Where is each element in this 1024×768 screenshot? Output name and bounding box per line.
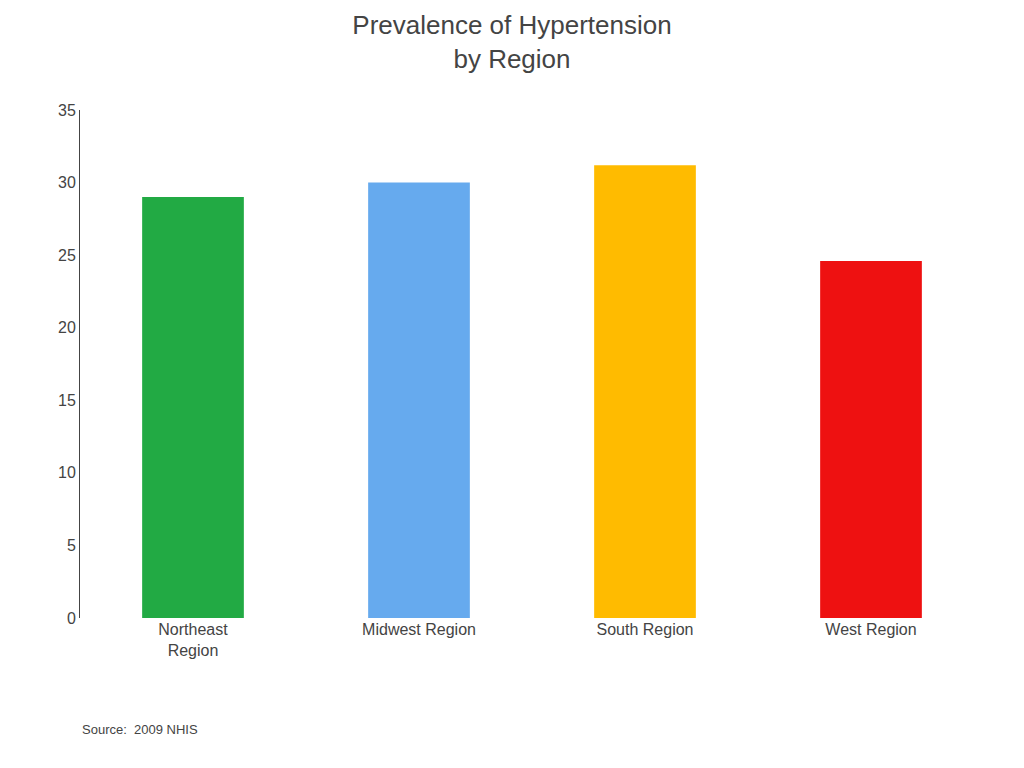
svg-text:30: 30 bbox=[58, 174, 76, 191]
svg-text:Midwest Region: Midwest Region bbox=[362, 621, 476, 638]
svg-text:25: 25 bbox=[58, 247, 76, 264]
svg-text:NortheastRegion: NortheastRegion bbox=[158, 621, 228, 659]
svg-text:35: 35 bbox=[58, 102, 76, 119]
svg-text:10: 10 bbox=[58, 464, 76, 481]
svg-text:5: 5 bbox=[67, 537, 76, 554]
svg-text:0: 0 bbox=[67, 610, 76, 627]
svg-text:20: 20 bbox=[58, 319, 76, 336]
svg-text:15: 15 bbox=[58, 392, 76, 409]
svg-text:West Region: West Region bbox=[825, 621, 916, 638]
svg-text:Prevalence of Hypertensionby R: Prevalence of Hypertensionby Region bbox=[352, 10, 671, 74]
svg-text:Source: 2009 NHIS: Source: 2009 NHIS bbox=[82, 722, 198, 737]
svg-text:South Region: South Region bbox=[597, 621, 694, 638]
